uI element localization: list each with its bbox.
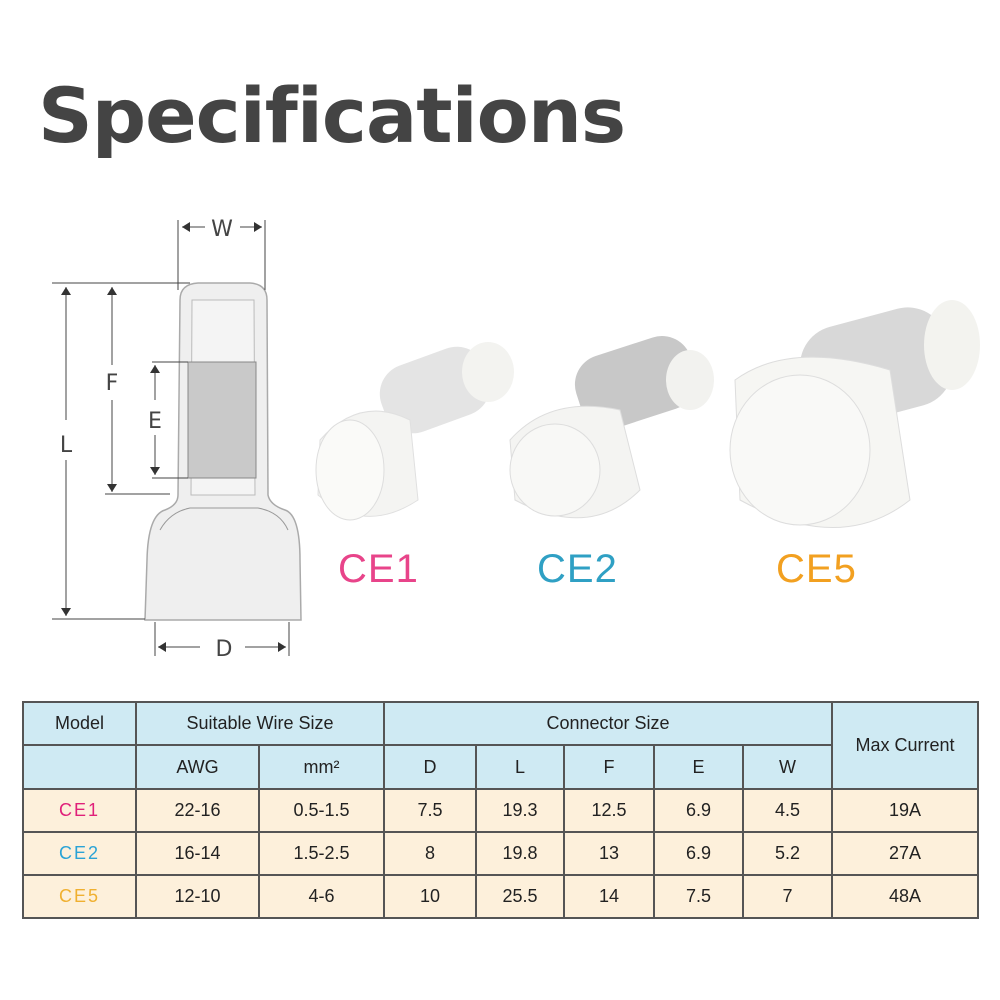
table-row: CE2 16-14 1.5-2.5 8 19.8 13 6.9 5.2 27A: [22, 831, 979, 876]
product-photo-ce1: [315, 342, 514, 521]
specifications-table: Model Suitable Wire Size Connector Size …: [22, 701, 979, 919]
product-label-ce1: CE1: [338, 547, 419, 591]
header-w: W: [742, 744, 833, 790]
header-f: F: [563, 744, 655, 790]
page-title: Specifications: [38, 71, 626, 160]
header-connector-size: Connector Size: [383, 701, 833, 746]
header-empty: [22, 744, 137, 790]
header-d: D: [383, 744, 477, 790]
cell-f: 14: [563, 874, 655, 919]
product-photo-ce5: [729, 300, 980, 528]
cell-w: 4.5: [742, 788, 833, 833]
cell-e: 6.9: [653, 788, 744, 833]
cell-current: 27A: [831, 831, 979, 876]
header-awg: AWG: [135, 744, 260, 790]
cell-l: 19.3: [475, 788, 565, 833]
cell-mm2: 4-6: [258, 874, 385, 919]
cell-awg: 12-10: [135, 874, 260, 919]
table-header-row: Model Suitable Wire Size Connector Size …: [22, 701, 979, 790]
header-mm2: mm²: [258, 744, 385, 790]
product-label-ce2: CE2: [537, 547, 618, 591]
table-row: CE5 12-10 4-6 10 25.5 14 7.5 7 48A: [22, 874, 979, 919]
product-label-ce5: CE5: [776, 547, 857, 591]
dimension-diagram: W F E L D: [52, 217, 980, 662]
cell-l: 25.5: [475, 874, 565, 919]
dim-label-f: F: [106, 371, 119, 396]
cell-w: 7: [742, 874, 833, 919]
table-subheader-row: AWG mm² D L F E W: [22, 744, 978, 790]
cell-d: 8: [383, 831, 477, 876]
cell-f: 13: [563, 831, 655, 876]
cell-f: 12.5: [563, 788, 655, 833]
header-l: L: [475, 744, 565, 790]
product-photo-ce2: [509, 335, 714, 519]
cell-current: 19A: [831, 788, 979, 833]
cell-model: CE1: [22, 788, 137, 833]
cell-awg: 16-14: [135, 831, 260, 876]
cell-current: 48A: [831, 874, 979, 919]
cell-e: 7.5: [653, 874, 744, 919]
dim-label-e: E: [148, 409, 162, 434]
cell-model: CE5: [22, 874, 137, 919]
cell-e: 6.9: [653, 831, 744, 876]
dim-label-l: L: [60, 433, 73, 458]
dim-label-d: D: [216, 637, 233, 662]
cell-d: 7.5: [383, 788, 477, 833]
table-row: CE1 22-16 0.5-1.5 7.5 19.3 12.5 6.9 4.5 …: [22, 788, 979, 833]
cell-d: 10: [383, 874, 477, 919]
cell-awg: 22-16: [135, 788, 260, 833]
header-wire-size: Suitable Wire Size: [135, 701, 385, 746]
cell-w: 5.2: [742, 831, 833, 876]
cell-model: CE2: [22, 831, 137, 876]
header-e: E: [653, 744, 744, 790]
header-model: Model: [22, 701, 137, 746]
dim-label-w: W: [211, 217, 233, 242]
cell-l: 19.8: [475, 831, 565, 876]
cell-mm2: 0.5-1.5: [258, 788, 385, 833]
header-max-current: Max Current: [831, 701, 979, 790]
cell-mm2: 1.5-2.5: [258, 831, 385, 876]
connector-outline-drawing: [144, 282, 302, 621]
